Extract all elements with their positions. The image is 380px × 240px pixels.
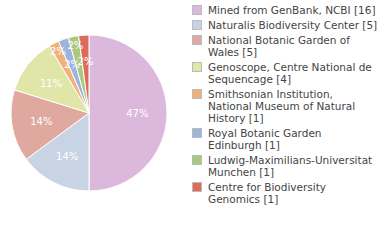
html-text:Genoscope, Centre National de: Genoscope, Centre National de Sequencage… [208,61,372,85]
svg-text:14%: 14% [30,116,52,127]
svg-text:2%: 2% [64,58,81,70]
html-text:National Botanic Garden of Wal: National Botanic Garden of Wales [5] [208,34,350,58]
html-text:Royal Botanic Garden Edinburgh: Royal Botanic Garden Edinburgh [1] [208,127,322,151]
html-text:Ludwig-Maximilians-Universitat: Ludwig-Maximilians-Universitat Munchen [… [208,154,373,178]
html-text:Smithsonian Institution, Natio: Smithsonian Institution, National Museum… [208,88,356,124]
html-text:Centre for Biodiversity Genomi: Centre for Biodiversity Genomics [1] [208,181,327,205]
svg-text:11%: 11% [40,78,62,89]
svg-text:47%: 47% [126,108,148,119]
svg-text:2%: 2% [78,56,94,67]
html-text:Mined from GenBank, NCBI [16]: Mined from GenBank, NCBI [16] [208,4,376,16]
html-text:Naturalis Biodiversity Center: Naturalis Biodiversity Center [5] [208,19,378,31]
svg-text:2%: 2% [50,46,66,57]
svg-text:2%: 2% [67,40,83,51]
svg-text:14%: 14% [56,151,78,162]
